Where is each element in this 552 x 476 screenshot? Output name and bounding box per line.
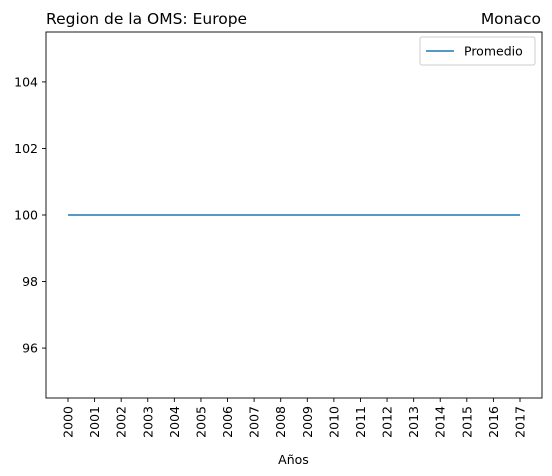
y-tick-label: 104 [14,74,38,89]
x-tick-label: 2000 [61,406,76,438]
legend-box [419,36,536,66]
x-tick-label: 2015 [459,406,474,438]
x-tick-label: 2002 [114,406,129,438]
x-axis: 2000 2001 2002 2003 2004 2005 2006 2007 2008 2009… [61,398,528,438]
y-tick-label: 98 [22,274,38,289]
y-tick-label: 96 [22,341,38,356]
x-tick-label: 2006 [220,406,235,438]
x-tick-label: 2004 [167,406,182,438]
x-tick-label: 2013 [406,406,421,438]
x-tick-label: 2009 [300,406,315,438]
x-tick-label: 2010 [326,406,341,438]
x-tick-label: 2011 [353,406,368,438]
y-tick-label: 100 [14,208,38,223]
x-tick-label: 2014 [433,406,448,438]
chart-title-left: Region de la OMS: Europe [46,10,247,28]
x-tick-label: 2012 [380,406,395,438]
x-tick-label: 2016 [486,406,501,438]
y-axis: 96 98 100 102 104 [14,74,46,356]
x-tick-label: 2017 [513,406,528,438]
legend-label: Promedio [464,44,523,59]
y-tick-label: 102 [14,141,38,156]
chart-title-right: Monaco [481,10,541,28]
x-tick-label: 2003 [140,406,155,438]
x-tick-label: 2005 [193,406,208,438]
legend: Promedio [419,36,536,66]
x-tick-label: 2001 [87,406,102,438]
x-tick-label: 2007 [247,406,262,438]
x-tick-label: 2008 [273,406,288,438]
x-axis-label: Años [278,452,309,467]
